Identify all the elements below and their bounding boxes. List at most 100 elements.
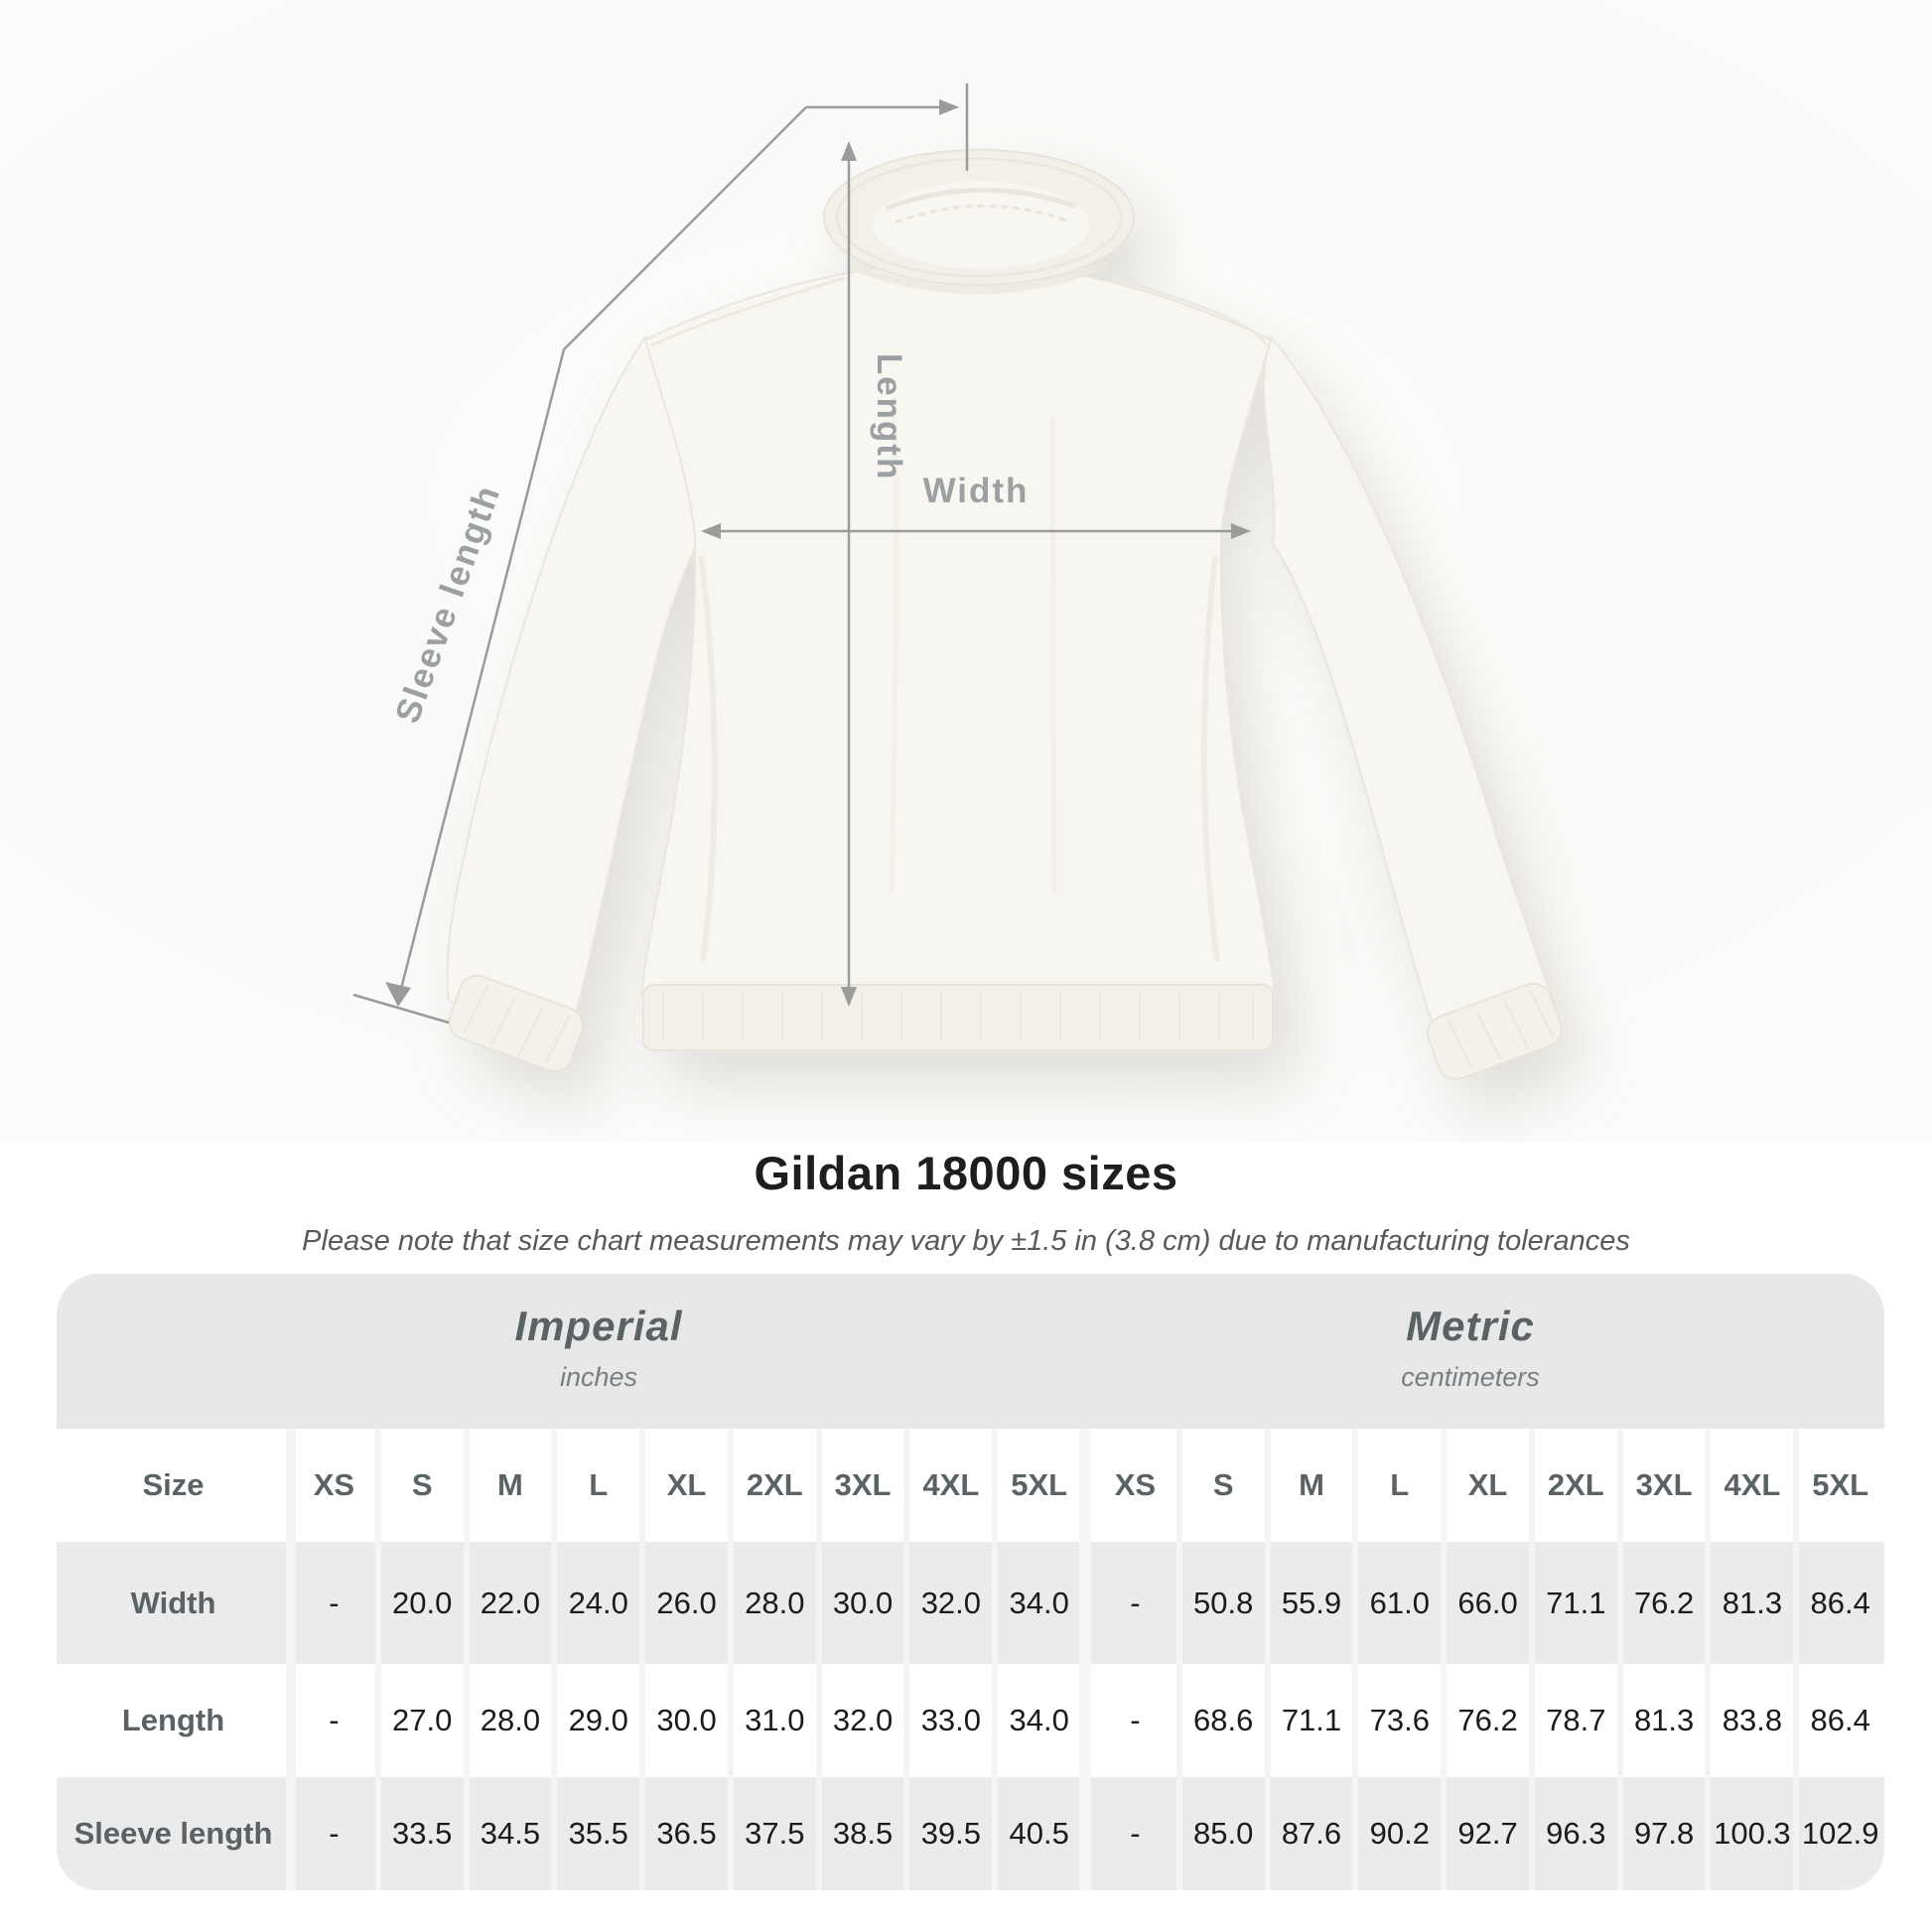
row-label: Length (121, 1703, 225, 1737)
sleeve-dimension-label: Sleeve length (388, 480, 508, 728)
column-divider (1528, 1429, 1535, 1890)
imperial-group-header: Imperial inches (514, 1303, 682, 1393)
row-label: Width (130, 1585, 216, 1620)
size-header: L (1390, 1467, 1410, 1502)
value-cell: 102.9 (1801, 1816, 1879, 1851)
size-header: M (497, 1467, 523, 1502)
right-cuff (1427, 982, 1563, 1081)
value-cell: - (1130, 1585, 1141, 1620)
value-cell: 78.7 (1546, 1703, 1606, 1737)
product-photo: Length Width Sleeve length (0, 0, 1932, 1142)
value-cell: 31.0 (745, 1703, 805, 1737)
imperial-metric-divider (1079, 1429, 1091, 1890)
column-divider (1616, 1429, 1623, 1890)
imperial-unit: inches (559, 1361, 638, 1392)
value-cell: 37.5 (745, 1816, 805, 1851)
value-cell: 32.0 (920, 1585, 982, 1620)
column-divider (1352, 1429, 1359, 1890)
column-divider (639, 1429, 646, 1890)
value-cell: 61.0 (1369, 1585, 1430, 1620)
row-label: Sleeve length (73, 1816, 273, 1851)
corner-label: Size (142, 1467, 205, 1502)
metric-unit: centimeters (1401, 1361, 1540, 1392)
value-cell: 29.0 (568, 1703, 628, 1737)
column-divider (1175, 1429, 1182, 1890)
value-cell: 87.6 (1281, 1816, 1342, 1851)
value-cell: 30.0 (656, 1703, 717, 1737)
size-header: S (1212, 1467, 1234, 1502)
value-cell: 96.3 (1546, 1816, 1606, 1851)
value-cell: 71.1 (1546, 1585, 1606, 1620)
value-cell: 66.0 (1457, 1585, 1518, 1620)
size-header: XL (666, 1467, 707, 1502)
value-cell: 50.8 (1193, 1585, 1254, 1620)
value-cell: 33.0 (920, 1703, 982, 1737)
size-header: 5XL (1812, 1467, 1869, 1502)
column-divider (286, 1429, 296, 1890)
hem-band (642, 984, 1274, 1051)
size-header: L (589, 1467, 609, 1502)
value-cell: - (329, 1816, 340, 1851)
value-cell: 32.0 (832, 1703, 894, 1737)
value-cell: - (329, 1703, 340, 1737)
value-cell: 71.1 (1281, 1703, 1342, 1737)
size-table: Imperial inches Metric centimeters Size … (57, 1274, 1884, 1890)
unit-group-band: Imperial inches Metric centimeters (57, 1274, 1884, 1429)
size-header: XS (1114, 1467, 1157, 1502)
size-header: 4XL (922, 1467, 980, 1502)
value-cell: 76.2 (1457, 1703, 1518, 1737)
length-dimension-label: Length (870, 353, 908, 482)
size-header: 2XL (746, 1467, 803, 1502)
value-cell: 90.2 (1369, 1816, 1430, 1851)
value-cell: 39.5 (920, 1816, 982, 1851)
size-header: M (1299, 1467, 1324, 1502)
value-cell: 35.5 (568, 1816, 628, 1851)
imperial-label: Imperial (514, 1302, 683, 1349)
size-header: 4XL (1724, 1467, 1781, 1502)
value-cell: 100.3 (1714, 1816, 1791, 1851)
value-cell: 81.3 (1633, 1703, 1695, 1737)
value-cell: 83.8 (1722, 1703, 1783, 1737)
sleeve-end-tick (352, 993, 450, 1025)
value-cell: 34.0 (1009, 1585, 1069, 1620)
value-cell: 28.0 (480, 1703, 541, 1737)
value-cell: 85.0 (1193, 1816, 1254, 1851)
left-cuff (448, 974, 584, 1073)
table-header-row: Size XS S M L XL 2XL 3XL 4XL 5XL XS S M … (57, 1429, 1884, 1542)
table-row-sleeve-length: Sleeve length - 33.5 34.5 35.5 36.5 37.5… (57, 1777, 1884, 1890)
value-cell: 33.5 (392, 1816, 453, 1851)
value-cell: 38.5 (832, 1816, 894, 1851)
page-title: Gildan 18000 sizes (754, 1147, 1178, 1199)
value-cell: 26.0 (656, 1585, 717, 1620)
size-header: 3XL (1635, 1467, 1693, 1502)
value-cell: 68.6 (1193, 1703, 1254, 1737)
value-cell: 86.4 (1810, 1585, 1870, 1620)
column-divider (374, 1429, 381, 1890)
column-divider (1441, 1429, 1448, 1890)
size-header: 3XL (834, 1467, 892, 1502)
value-cell: 81.3 (1722, 1585, 1783, 1620)
width-dimension-label: Width (923, 472, 1030, 510)
arrowheads (385, 99, 1251, 1007)
value-cell: 34.5 (480, 1816, 541, 1851)
size-header: 5XL (1011, 1467, 1068, 1502)
value-cell: 20.0 (392, 1585, 453, 1620)
value-cell: 73.6 (1369, 1703, 1430, 1737)
size-header: S (411, 1467, 433, 1502)
tolerance-note: Please note that size chart measurements… (302, 1224, 1630, 1257)
value-cell: 30.0 (832, 1585, 894, 1620)
table-row-length: Length - 27.0 28.0 29.0 30.0 31.0 32.0 3… (57, 1664, 1884, 1777)
column-divider (1264, 1429, 1271, 1890)
size-header: 2XL (1547, 1467, 1604, 1502)
value-cell: 97.8 (1633, 1816, 1695, 1851)
right-sleeve (1262, 336, 1557, 1042)
value-cell: - (1130, 1703, 1141, 1737)
value-cell: 86.4 (1810, 1703, 1870, 1737)
dimension-lines (352, 83, 1243, 1025)
value-cell: 34.0 (1009, 1703, 1069, 1737)
column-divider (463, 1429, 470, 1890)
value-cell: - (1130, 1816, 1141, 1851)
column-divider (551, 1429, 558, 1890)
value-cell: 55.9 (1281, 1585, 1342, 1620)
